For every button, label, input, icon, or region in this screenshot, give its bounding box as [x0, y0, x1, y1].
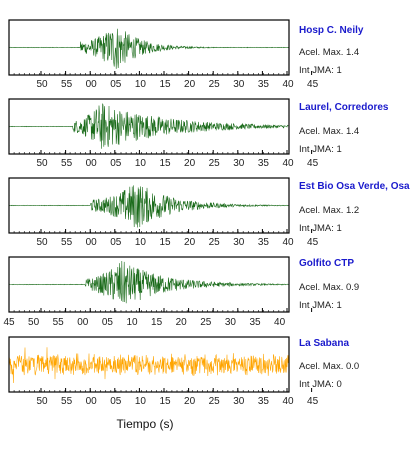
x-tick-label: 10 [135, 158, 147, 169]
x-tick-label: 50 [36, 396, 48, 407]
x-tick-label: 00 [86, 79, 98, 90]
x-tick-label: 40 [274, 317, 286, 328]
x-tick-label: 25 [209, 79, 221, 90]
panel-frame-5 [8, 336, 290, 393]
x-tick-label: 50 [28, 317, 40, 328]
x-tick-label: 35 [258, 237, 270, 248]
x-tick-label: 30 [233, 79, 245, 90]
waveform-3 [8, 185, 290, 228]
x-tick-label: 30 [233, 158, 245, 169]
x-tick-label: 50 [36, 158, 48, 169]
x-tick-label: 05 [102, 317, 114, 328]
x-tick-label: 15 [159, 158, 171, 169]
x-tick-label: 10 [135, 237, 147, 248]
panel-frame-4 [8, 256, 290, 313]
x-tick-label: 15 [159, 237, 171, 248]
x-tick-label: 55 [61, 237, 73, 248]
waveform-2 [8, 102, 290, 149]
x-tick-label: 10 [135, 79, 147, 90]
x-tick-label: 35 [258, 158, 270, 169]
x-tick-label: 00 [86, 396, 98, 407]
x-tick-label: 10 [126, 317, 138, 328]
intensity-2: Int JMA: 1 [299, 144, 342, 155]
x-tick-label: 25 [200, 317, 212, 328]
intensity-3: Int JMA: 1 [299, 223, 342, 234]
x-tick-label: 00 [77, 317, 89, 328]
x-tick-label: 20 [184, 79, 196, 90]
station-name-2: Laurel, Corredores [299, 102, 389, 113]
x-tick-label: 45 [307, 237, 319, 248]
intensity-1: Int JMA: 1 [299, 65, 342, 76]
x-tick-label: 40 [282, 79, 294, 90]
x-tick-label: 10 [135, 396, 147, 407]
station-name-1: Hosp C. Neily [299, 25, 364, 36]
x-tick-label: 45 [307, 396, 319, 407]
x-tick-label: 40 [282, 237, 294, 248]
x-tick-label: 50 [36, 79, 48, 90]
x-tick-label: 35 [258, 396, 270, 407]
waveform-1 [8, 28, 290, 69]
intensity-4: Int JMA: 1 [299, 300, 342, 311]
x-tick-label: 40 [282, 396, 294, 407]
x-tick-label: 05 [110, 237, 122, 248]
accel-max-4: Acel. Max. 0.9 [299, 282, 360, 293]
panel-frame-3 [8, 177, 290, 234]
x-tick-label: 40 [282, 158, 294, 169]
waveform-5 [8, 347, 290, 383]
intensity-5: Int JMA: 0 [299, 379, 342, 390]
x-tick-label: 20 [176, 317, 188, 328]
accel-max-3: Acel. Max. 1.2 [299, 205, 360, 216]
x-tick-label: 35 [249, 317, 261, 328]
x-tick-label: 55 [61, 158, 73, 169]
x-tick-label: 20 [184, 237, 196, 248]
x-axis-title: Tiempo (s) [116, 417, 174, 431]
waveform-4 [8, 261, 290, 304]
x-tick-label: 45 [307, 79, 319, 90]
x-tick-label: 20 [184, 396, 196, 407]
x-tick-label: 05 [110, 396, 122, 407]
x-tick-label: 00 [86, 237, 98, 248]
station-name-5: La Sabana [299, 338, 350, 349]
x-tick-label: 25 [209, 158, 221, 169]
x-tick-label: 05 [110, 158, 122, 169]
x-tick-label: 15 [151, 317, 163, 328]
x-tick-label: 30 [225, 317, 237, 328]
x-tick-label: 45 [3, 317, 15, 328]
x-tick-label: 15 [159, 396, 171, 407]
x-tick-label: 20 [184, 158, 196, 169]
x-tick-label: 50 [36, 237, 48, 248]
accel-max-5: Acel. Max. 0.0 [299, 361, 360, 372]
panel-frame-1 [8, 19, 290, 76]
panel-frame-2 [8, 98, 290, 155]
x-tick-label: 05 [110, 79, 122, 90]
x-tick-label: 00 [86, 158, 98, 169]
station-name-4: Golfito CTP [299, 258, 354, 269]
accel-max-1: Acel. Max. 1.4 [299, 47, 360, 58]
x-tick-label: 15 [159, 79, 171, 90]
accel-max-2: Acel. Max. 1.4 [299, 126, 360, 137]
x-tick-label: 55 [61, 396, 73, 407]
x-tick-label: 55 [53, 317, 65, 328]
x-tick-label: 25 [209, 237, 221, 248]
x-tick-label: 25 [209, 396, 221, 407]
x-tick-label: 45 [307, 158, 319, 169]
x-tick-label: 30 [233, 396, 245, 407]
station-name-3: Est Bio Osa Verde, Osa [299, 181, 410, 192]
x-tick-label: 30 [233, 237, 245, 248]
x-tick-label: 55 [61, 79, 73, 90]
x-tick-label: 35 [258, 79, 270, 90]
